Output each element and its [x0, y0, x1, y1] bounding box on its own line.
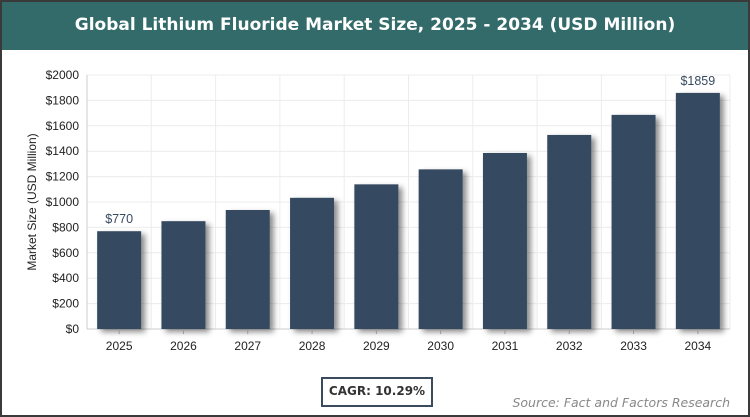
chart-title: Global Lithium Fluoride Market Size, 202… — [2, 2, 748, 50]
x-tick-label: 2030 — [427, 339, 454, 353]
y-tick-label: $200 — [52, 297, 79, 311]
bar-2034 — [675, 92, 720, 329]
x-tick-label: 2031 — [492, 339, 519, 353]
y-tick-label: $1400 — [46, 144, 80, 158]
bar-2029 — [354, 184, 399, 329]
bar-2028 — [290, 197, 335, 329]
x-tick-label: 2033 — [620, 339, 647, 353]
cagr-badge: CAGR: 10.29% — [321, 377, 433, 407]
y-tick-label: $0 — [66, 322, 80, 336]
bar-2031 — [482, 152, 527, 329]
data-label: $1859 — [680, 74, 715, 88]
bar-2030 — [418, 169, 463, 329]
x-tick-label: 2027 — [234, 339, 261, 353]
y-tick-label: $400 — [52, 271, 79, 285]
bar-2025 — [97, 231, 142, 329]
x-tick-label: 2032 — [556, 339, 583, 353]
bar-2033 — [611, 114, 656, 330]
x-tick-label: 2026 — [170, 339, 197, 353]
y-tick-label: $1000 — [46, 195, 80, 209]
x-tick-label: 2028 — [299, 339, 326, 353]
y-tick-label: $1200 — [46, 170, 80, 184]
source-note: Source: Fact and Factors Research — [512, 395, 730, 410]
x-tick-label: 2029 — [363, 339, 390, 353]
y-tick-label: $1800 — [46, 93, 80, 107]
data-label: $770 — [105, 212, 133, 226]
x-tick-label: 2025 — [106, 339, 133, 353]
bar-2027 — [225, 210, 270, 329]
bar-2026 — [161, 221, 206, 329]
y-tick-label: $600 — [52, 246, 79, 260]
y-axis-title: Market Size (USD Million) — [25, 133, 39, 270]
x-tick-label: 2034 — [684, 339, 711, 353]
y-tick-label: $1600 — [46, 119, 80, 133]
bar-2032 — [547, 134, 592, 329]
y-tick-label: $2000 — [46, 68, 80, 82]
y-tick-label: $800 — [52, 220, 79, 234]
